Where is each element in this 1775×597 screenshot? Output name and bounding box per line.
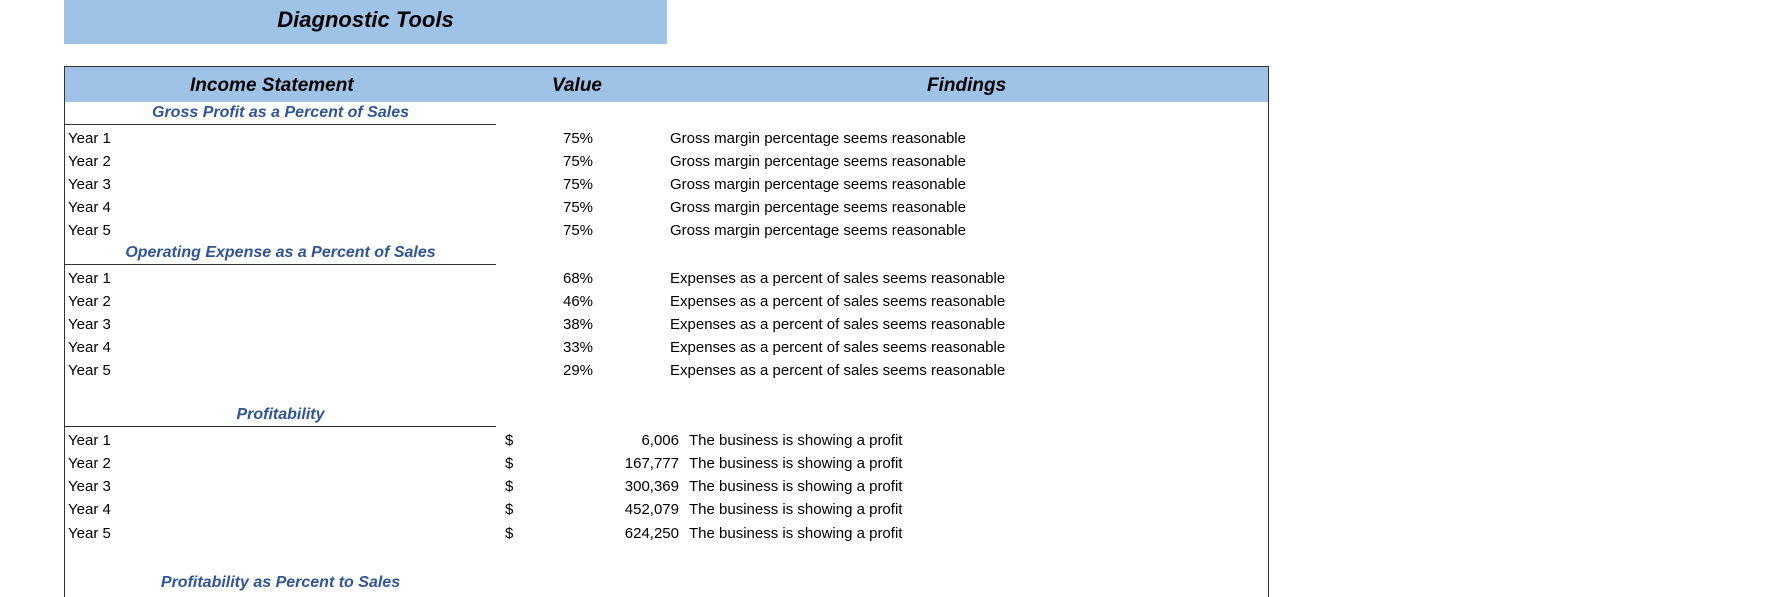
row-value: 68% (563, 270, 594, 287)
row-value: 75% (563, 153, 594, 170)
row-finding: Expenses as a percent of sales seems rea… (670, 362, 1006, 379)
row-label: Year 2 (68, 455, 111, 472)
table-row[interactable]: Year 2 75% Gross margin percentage seems… (65, 150, 1268, 173)
row-label: Year 4 (68, 199, 111, 216)
row-label: Year 5 (68, 362, 111, 379)
row-finding: Expenses as a percent of sales seems rea… (670, 293, 1006, 310)
row-label: Year 2 (68, 293, 111, 310)
row-finding: The business is showing a profit (689, 501, 903, 518)
row-value: 75% (563, 176, 594, 193)
row-value: 33% (563, 339, 594, 356)
row-value: 75% (563, 130, 594, 147)
row-finding: Expenses as a percent of sales seems rea… (670, 316, 1006, 333)
row-label: Year 1 (68, 130, 111, 147)
title-band: Diagnostic Tools (64, 0, 667, 44)
table-row[interactable]: Year 2 $ 167,777 The business is showing… (65, 452, 1268, 475)
row-value: 6,006 (641, 432, 679, 449)
table-row[interactable]: Year 1 75% Gross margin percentage seems… (65, 127, 1268, 150)
currency-symbol: $ (505, 501, 514, 518)
row-label: Year 3 (68, 478, 111, 495)
table-header: Income Statement Value Findings (65, 67, 1268, 102)
row-label: Year 2 (68, 153, 111, 170)
row-value: 75% (563, 199, 594, 216)
row-finding: The business is showing a profit (689, 525, 903, 542)
table-row[interactable]: Year 4 75% Gross margin percentage seems… (65, 196, 1268, 219)
section-title-profitability: Profitability (65, 405, 496, 427)
row-value: 300,369 (624, 478, 679, 495)
table-row[interactable]: Year 4 $ 452,079 The business is showing… (65, 498, 1268, 521)
table-row[interactable]: Year 1 68% Expenses as a percent of sale… (65, 267, 1268, 290)
row-finding: Gross margin percentage seems reasonable (670, 176, 966, 193)
header-findings: Findings (927, 75, 1007, 96)
section-title-operating-expense: Operating Expense as a Percent of Sales (65, 243, 496, 265)
row-finding: Expenses as a percent of sales seems rea… (670, 270, 1006, 287)
table-row[interactable]: Year 5 75% Gross margin percentage seems… (65, 219, 1268, 242)
section-title-gross-profit: Gross Profit as a Percent of Sales (65, 103, 496, 125)
currency-symbol: $ (505, 478, 514, 495)
row-label: Year 1 (68, 270, 111, 287)
table-row[interactable]: Year 3 38% Expenses as a percent of sale… (65, 313, 1268, 336)
row-value: 46% (563, 293, 594, 310)
row-label: Year 3 (68, 176, 111, 193)
section-title-profitability-percent: Profitability as Percent to Sales (160, 574, 401, 591)
row-finding: Gross margin percentage seems reasonable (670, 153, 966, 170)
row-label: Year 1 (68, 432, 111, 449)
row-finding: Gross margin percentage seems reasonable (670, 199, 966, 216)
header-value: Value (552, 75, 602, 96)
row-finding: The business is showing a profit (689, 432, 903, 449)
row-value: 29% (563, 362, 594, 379)
table-row[interactable]: Year 5 29% Expenses as a percent of sale… (65, 359, 1268, 382)
row-finding: Gross margin percentage seems reasonable (670, 130, 966, 147)
table-row[interactable]: Year 2 46% Expenses as a percent of sale… (65, 290, 1268, 313)
currency-symbol: $ (505, 455, 514, 472)
row-value: 38% (563, 316, 594, 333)
row-label: Year 5 (68, 222, 111, 239)
row-value: 75% (563, 222, 594, 239)
row-value: 167,777 (624, 455, 679, 472)
row-finding: The business is showing a profit (689, 478, 903, 495)
row-finding: Expenses as a percent of sales seems rea… (670, 339, 1006, 356)
table-row[interactable]: Year 3 $ 300,369 The business is showing… (65, 475, 1268, 498)
row-label: Year 4 (68, 339, 111, 356)
diagnostic-table: Income Statement Value Findings Gross Pr… (64, 66, 1269, 597)
table-row[interactable]: Year 4 33% Expenses as a percent of sale… (65, 336, 1268, 359)
header-income-statement: Income Statement (190, 75, 354, 96)
row-label: Year 3 (68, 316, 111, 333)
table-row[interactable]: Year 1 $ 6,006 The business is showing a… (65, 429, 1268, 452)
row-finding: Gross margin percentage seems reasonable (670, 222, 966, 239)
table-row[interactable]: Year 3 75% Gross margin percentage seems… (65, 173, 1268, 196)
row-value: 624,250 (624, 525, 679, 542)
row-finding: The business is showing a profit (689, 455, 903, 472)
table-row[interactable]: Year 5 $ 624,250 The business is showing… (65, 522, 1268, 545)
row-label: Year 4 (68, 501, 111, 518)
page-title: Diagnostic Tools (277, 7, 454, 32)
currency-symbol: $ (505, 525, 514, 542)
row-label: Year 5 (68, 525, 111, 542)
row-value: 452,079 (624, 501, 679, 518)
currency-symbol: $ (505, 432, 514, 449)
